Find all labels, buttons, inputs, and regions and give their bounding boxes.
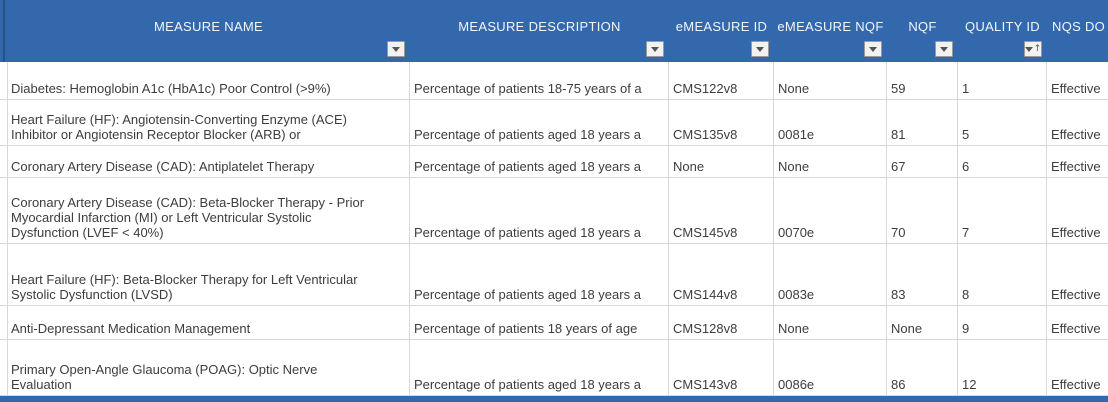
sort-ascending-icon: ↑	[1033, 43, 1042, 54]
filter-button-nqf[interactable]	[935, 41, 953, 57]
measure-name-cell[interactable]: Heart Failure (HF): Angiotensin-Converti…	[7, 100, 410, 145]
column-header-emeasure-nqf[interactable]: eMEASURE NQF	[774, 0, 887, 62]
table-row: Heart Failure (HF): Beta-Blocker Therapy…	[0, 244, 1108, 306]
nqs-domain-cell[interactable]: Effective	[1051, 81, 1101, 96]
nqs-domain-cell[interactable]: Effective	[1051, 321, 1101, 336]
filter-dropdown-icon	[869, 46, 877, 52]
nqs-domain-cell[interactable]: Effective	[1051, 377, 1101, 392]
next-header-row-edge	[0, 396, 1108, 402]
column-header-nqf[interactable]: NQF	[887, 0, 958, 62]
emeasure-id-cell[interactable]: CMS122v8	[669, 62, 774, 99]
emeasure-id-cell[interactable]: CMS144v8	[669, 244, 774, 305]
table-row: Diabetes: Hemoglobin A1c (HbA1c) Poor Co…	[0, 62, 1108, 100]
filter-button-measure-name[interactable]	[387, 41, 405, 57]
column-label: QUALITY ID	[964, 19, 1040, 34]
filter-dropdown-icon	[651, 46, 659, 52]
filter-button-emeasure-id[interactable]	[751, 41, 769, 57]
emeasure-nqf-cell[interactable]: 0070e	[774, 178, 887, 243]
table-row: Heart Failure (HF): Angiotensin-Converti…	[0, 100, 1108, 146]
column-header-measure-description[interactable]: MEASURE DESCRIPTION	[410, 0, 669, 62]
emeasure-id-cell[interactable]: CMS135v8	[669, 100, 774, 145]
measure-description-cell[interactable]: Percentage of patients 18-75 years of a	[410, 62, 669, 99]
quality-id-cell[interactable]: 6	[958, 146, 1047, 177]
emeasure-nqf-cell[interactable]: 0083e	[774, 244, 887, 305]
emeasure-id-cell[interactable]: CMS143v8	[669, 340, 774, 395]
table-header: MEASURE NAME MEASURE DESCRIPTION eMEASUR…	[0, 0, 1108, 62]
row-left-sliver-cell	[0, 146, 8, 177]
measure-name-cell[interactable]: Primary Open-Angle Glaucoma (POAG): Opti…	[7, 340, 410, 395]
emeasure-id-cell[interactable]: None	[669, 146, 774, 177]
table-row: Coronary Artery Disease (CAD): Antiplate…	[0, 146, 1108, 178]
quality-id-cell[interactable]: 9	[958, 306, 1047, 339]
nqf-cell[interactable]: 81	[887, 100, 958, 145]
measure-name-cell[interactable]: Anti-Depressant Medication Management	[7, 306, 410, 339]
column-label: MEASURE NAME	[153, 19, 264, 34]
table-row: Primary Open-Angle Glaucoma (POAG): Opti…	[0, 340, 1108, 396]
nqs-domain-cell[interactable]: Effective	[1051, 127, 1101, 142]
column-header-measure-name[interactable]: MEASURE NAME	[7, 0, 410, 62]
measure-name-cell[interactable]: Coronary Artery Disease (CAD): Beta-Bloc…	[7, 178, 410, 243]
measure-name-cell[interactable]: Heart Failure (HF): Beta-Blocker Therapy…	[7, 244, 410, 305]
measure-name-cell[interactable]: Diabetes: Hemoglobin A1c (HbA1c) Poor Co…	[7, 62, 410, 99]
filter-dropdown-icon	[940, 46, 948, 52]
nqf-cell[interactable]: 83	[887, 244, 958, 305]
row-left-sliver-cell	[0, 306, 8, 339]
column-label: MEASURE DESCRIPTION	[458, 19, 621, 34]
measure-description-cell[interactable]: Percentage of patients aged 18 years a	[410, 340, 669, 395]
quality-id-cell[interactable]: 8	[958, 244, 1047, 305]
measure-description-cell[interactable]: Percentage of patients aged 18 years a	[410, 178, 669, 243]
measure-description-cell[interactable]: Percentage of patients aged 18 years a	[410, 146, 669, 177]
row-left-sliver-cell	[0, 340, 8, 395]
filter-dropdown-icon	[756, 46, 764, 52]
emeasure-id-cell[interactable]: CMS128v8	[669, 306, 774, 339]
emeasure-nqf-cell[interactable]: None	[774, 306, 887, 339]
filter-button-emeasure-nqf[interactable]	[864, 41, 882, 57]
row-left-sliver-cell	[0, 244, 8, 305]
column-label: eMEASURE NQF	[777, 19, 884, 34]
quality-id-cell[interactable]: 5	[958, 100, 1047, 145]
column-label: eMEASURE ID	[675, 19, 768, 34]
column-label: NQS DO	[1052, 19, 1106, 34]
nqf-cell[interactable]: None	[887, 306, 958, 339]
filter-dropdown-icon	[1024, 46, 1033, 52]
row-left-sliver-cell	[0, 178, 8, 243]
table-row: Anti-Depressant Medication Management Pe…	[0, 306, 1108, 340]
nqf-cell[interactable]: 70	[887, 178, 958, 243]
nqf-cell[interactable]: 67	[887, 146, 958, 177]
row-left-sliver-cell	[0, 62, 8, 99]
measure-description-cell[interactable]: Percentage of patients 18 years of age	[410, 306, 669, 339]
quality-id-cell[interactable]: 1	[958, 62, 1047, 99]
header-cell-left-sliver	[0, 0, 7, 62]
row-left-sliver-cell	[0, 100, 8, 145]
filter-button-measure-description[interactable]	[646, 41, 664, 57]
measure-description-cell[interactable]: Percentage of patients aged 18 years a	[410, 100, 669, 145]
column-header-quality-id[interactable]: QUALITY ID ↑	[958, 0, 1047, 62]
filter-button-quality-id-sorted[interactable]: ↑	[1024, 41, 1042, 57]
quality-id-cell[interactable]: 12	[958, 340, 1047, 395]
measure-description-cell[interactable]: Percentage of patients aged 18 years a	[410, 244, 669, 305]
table-row: Coronary Artery Disease (CAD): Beta-Bloc…	[0, 178, 1108, 244]
column-label: NQF	[908, 19, 937, 34]
table-body: Diabetes: Hemoglobin A1c (HbA1c) Poor Co…	[0, 62, 1108, 396]
emeasure-nqf-cell[interactable]: 0086e	[774, 340, 887, 395]
column-header-emeasure-id[interactable]: eMEASURE ID	[669, 0, 774, 62]
emeasure-nqf-cell[interactable]: None	[774, 62, 887, 99]
emeasure-nqf-cell[interactable]: 0081e	[774, 100, 887, 145]
quality-id-cell[interactable]: 7	[958, 178, 1047, 243]
nqs-domain-cell[interactable]: Effective	[1051, 287, 1101, 302]
nqs-domain-cell[interactable]: Effective	[1051, 225, 1101, 240]
nqf-cell[interactable]: 86	[887, 340, 958, 395]
nqs-domain-cell[interactable]: Effective	[1051, 159, 1101, 174]
emeasure-id-cell[interactable]: CMS145v8	[669, 178, 774, 243]
filter-dropdown-icon	[392, 46, 400, 52]
column-header-nqs-domain[interactable]: NQS DO	[1047, 0, 1108, 62]
measure-name-cell[interactable]: Coronary Artery Disease (CAD): Antiplate…	[7, 146, 410, 177]
emeasure-nqf-cell[interactable]: None	[774, 146, 887, 177]
nqf-cell[interactable]: 59	[887, 62, 958, 99]
